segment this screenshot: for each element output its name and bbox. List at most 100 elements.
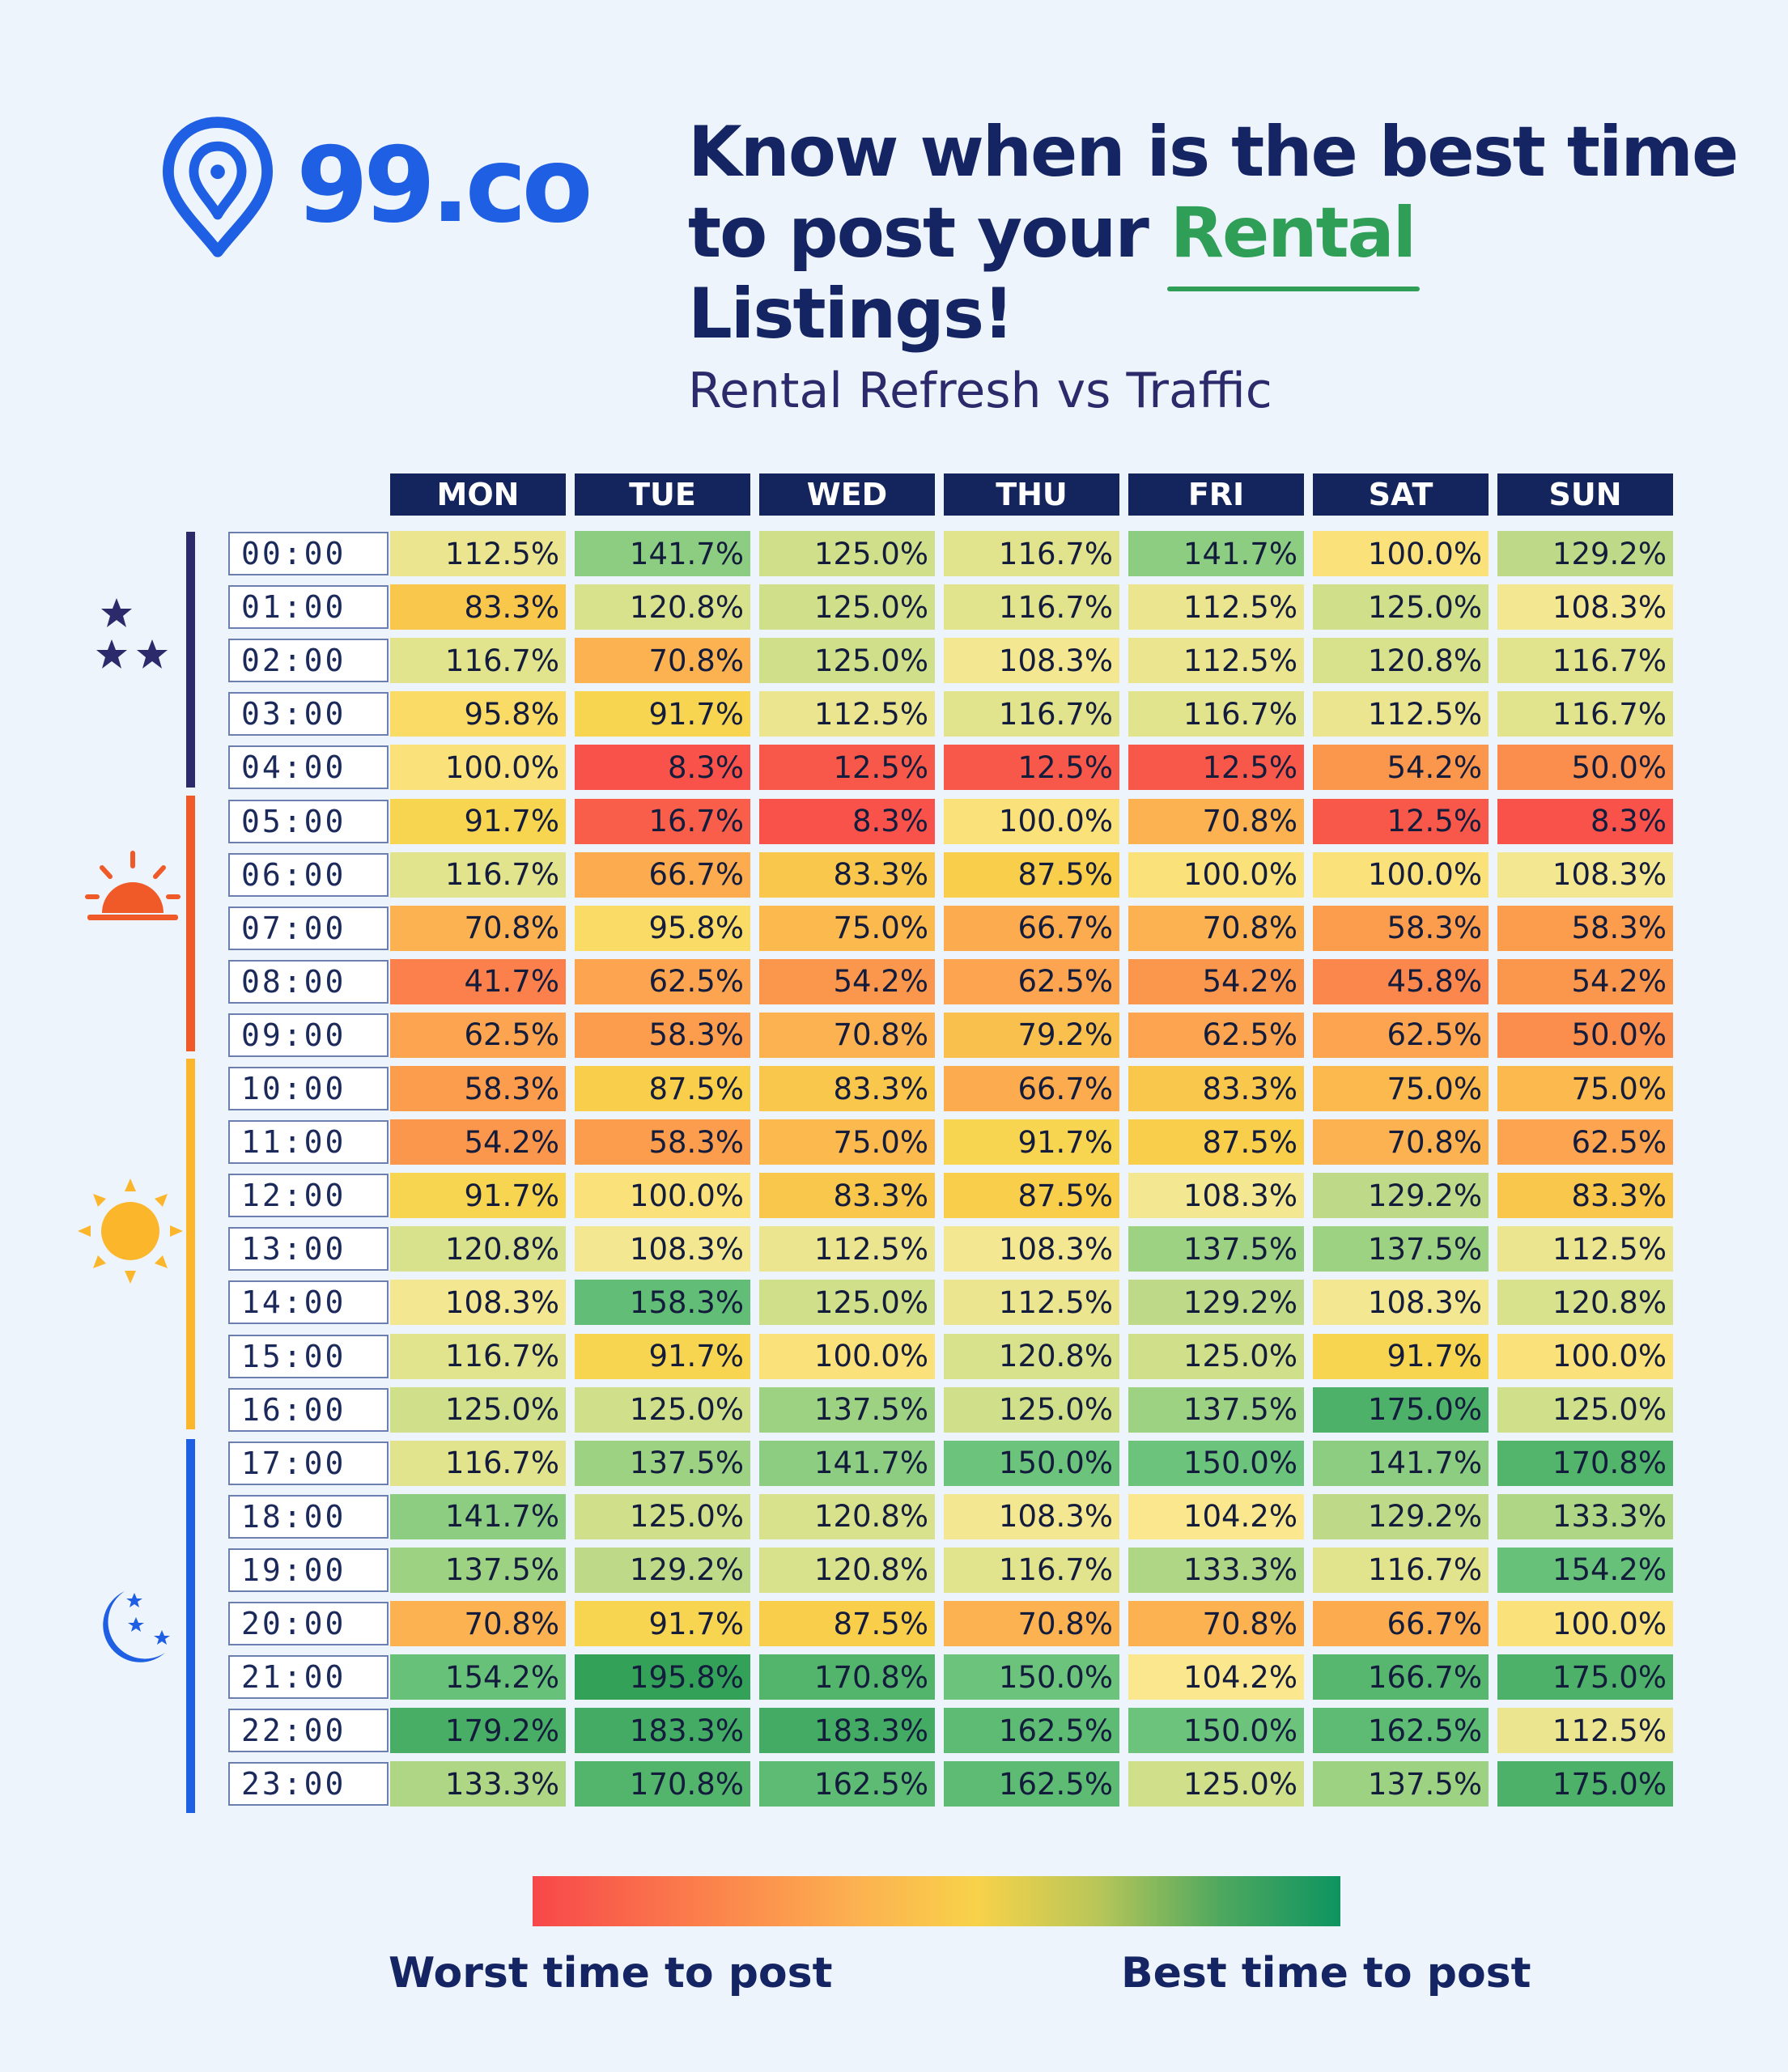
heatmap-cell: 83.3% — [759, 1173, 935, 1219]
column-header: SAT — [1313, 473, 1489, 516]
heatmap-cell: 137.5% — [1128, 1226, 1304, 1272]
heatmap-cell: 125.0% — [575, 1386, 750, 1433]
heatmap-cell: 108.3% — [944, 638, 1119, 684]
column-header: MON — [390, 473, 566, 516]
heatmap-cell: 83.3% — [759, 1066, 935, 1111]
headline-line-2-post: Listings! — [688, 274, 1014, 355]
heatmap-cell: 129.2% — [575, 1547, 750, 1593]
heatmap-cell: 100.0% — [1497, 1333, 1673, 1379]
headline: Know when is the best time to post your … — [688, 112, 1740, 355]
heatmap-cell: 179.2% — [390, 1708, 566, 1754]
heatmap-cell: 8.3% — [759, 798, 935, 844]
heatmap-cell: 75.0% — [759, 1119, 935, 1166]
heatmap-cell: 150.0% — [944, 1654, 1119, 1700]
heatmap-cell: 70.8% — [759, 1012, 935, 1058]
moon-icon — [103, 1591, 170, 1662]
heatmap-cell: 137.5% — [759, 1386, 935, 1433]
sun-icon — [78, 1178, 183, 1284]
row-time-label: 08:00 — [228, 959, 389, 1004]
heatmap-cell: 100.0% — [575, 1173, 750, 1219]
heatmap-cell: 137.5% — [390, 1547, 566, 1593]
row-time-label: 23:00 — [228, 1762, 389, 1807]
heatmap-cell: 12.5% — [944, 745, 1119, 791]
heatmap-cell: 54.2% — [1497, 958, 1673, 1004]
heatmap-cell: 141.7% — [1128, 531, 1304, 576]
heatmap-cell: 108.3% — [944, 1493, 1119, 1539]
heatmap-cell: 129.2% — [1497, 531, 1673, 576]
row-time-label: 04:00 — [228, 745, 389, 790]
row-time-label: 12:00 — [228, 1174, 389, 1218]
heatmap-cell: 116.7% — [390, 638, 566, 684]
headline-highlight: Rental — [1166, 193, 1421, 291]
heatmap-cell: 100.0% — [1497, 1601, 1673, 1646]
location-pin-icon — [162, 117, 274, 257]
heatmap-cell: 120.8% — [390, 1226, 566, 1272]
heatmap-cell: 62.5% — [1313, 1012, 1489, 1058]
heatmap-cell: 70.8% — [1313, 1119, 1489, 1166]
heatmap-cell: 120.8% — [944, 1333, 1119, 1379]
heatmap-cell: 112.5% — [1128, 584, 1304, 631]
legend-worst-label: Worst time to post — [389, 1949, 833, 1998]
legend-best-label: Best time to post — [1121, 1949, 1531, 1998]
heatmap-cell: 58.3% — [1497, 905, 1673, 951]
heatmap-cell: 162.5% — [944, 1708, 1119, 1754]
brand-name: 99.co — [296, 125, 593, 246]
heatmap-cell: 62.5% — [1497, 1119, 1673, 1166]
heatmap-cell: 70.8% — [575, 638, 750, 684]
heatmap-cell: 129.2% — [1313, 1493, 1489, 1539]
row-time-label: 14:00 — [228, 1280, 389, 1325]
heatmap-cell: 54.2% — [1313, 745, 1489, 791]
heatmap-cell: 62.5% — [390, 1012, 566, 1058]
headline-line-2-pre: to post your — [688, 193, 1170, 274]
heatmap-cell: 108.3% — [1313, 1280, 1489, 1326]
heatmap-cell: 108.3% — [944, 1226, 1119, 1272]
heatmap-cell: 50.0% — [1497, 1012, 1673, 1058]
column-header: SUN — [1497, 473, 1673, 516]
heatmap-cell: 125.0% — [1128, 1761, 1304, 1807]
heatmap-cell: 70.8% — [390, 1601, 566, 1646]
heatmap-cell: 141.7% — [390, 1493, 566, 1539]
heatmap-cell: 66.7% — [1313, 1601, 1489, 1646]
row-time-label: 09:00 — [228, 1013, 389, 1057]
heatmap-cell: 87.5% — [759, 1601, 935, 1646]
row-time-label: 13:00 — [228, 1227, 389, 1272]
heatmap-cell: 87.5% — [944, 1173, 1119, 1219]
heatmap-cell: 58.3% — [1313, 905, 1489, 951]
heatmap-cell: 8.3% — [1497, 798, 1673, 844]
row-time-label: 21:00 — [228, 1655, 389, 1700]
heatmap-cell: 116.7% — [1128, 691, 1304, 737]
heatmap-cell: 175.0% — [1313, 1386, 1489, 1433]
heatmap-cell: 108.3% — [1497, 584, 1673, 631]
column-header: TUE — [575, 473, 750, 516]
heatmap-cell: 83.3% — [390, 584, 566, 631]
heatmap-cell: 183.3% — [575, 1708, 750, 1754]
heatmap-cell: 100.0% — [390, 745, 566, 791]
heatmap-cell: 87.5% — [944, 851, 1119, 898]
heatmap-cell: 79.2% — [944, 1012, 1119, 1058]
stars-icon — [96, 598, 168, 669]
heatmap-cell: 133.3% — [390, 1761, 566, 1807]
heatmap-cell: 62.5% — [575, 958, 750, 1004]
heatmap-cell: 108.3% — [390, 1280, 566, 1326]
heatmap-cell: 70.8% — [1128, 798, 1304, 844]
heatmap-cell: 125.0% — [1313, 584, 1489, 631]
heatmap-cell: 116.7% — [1313, 1547, 1489, 1593]
heatmap-cell: 116.7% — [390, 851, 566, 898]
heatmap-cell: 112.5% — [759, 691, 935, 737]
heatmap-cell: 116.7% — [944, 691, 1119, 737]
column-header: THU — [944, 473, 1119, 516]
heatmap-cell: 116.7% — [1497, 691, 1673, 737]
heatmap-cell: 58.3% — [390, 1066, 566, 1111]
heatmap-cell: 91.7% — [575, 1601, 750, 1646]
heatmap-cell: 91.7% — [575, 691, 750, 737]
row-time-label: 11:00 — [228, 1120, 389, 1165]
heatmap-cell: 8.3% — [575, 745, 750, 791]
heatmap-cell: 62.5% — [1128, 1012, 1304, 1058]
heatmap-cell: 141.7% — [759, 1440, 935, 1486]
heatmap-cell: 129.2% — [1313, 1173, 1489, 1219]
heatmap-cell: 100.0% — [944, 798, 1119, 844]
row-time-label: 16:00 — [228, 1387, 389, 1432]
heatmap-cell: 54.2% — [759, 958, 935, 1004]
heatmap-cell: 170.8% — [759, 1654, 935, 1700]
heatmap-cell: 116.7% — [944, 531, 1119, 576]
